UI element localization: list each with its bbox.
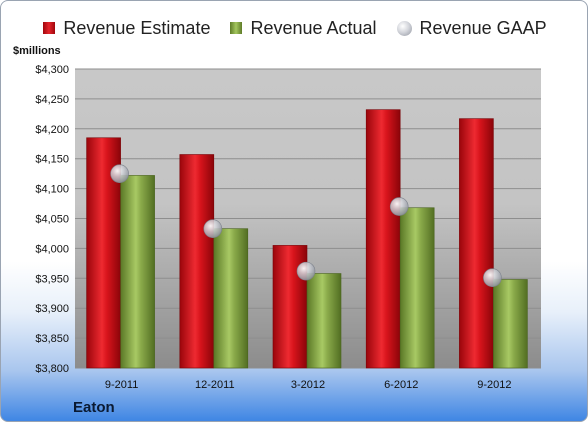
bars [86,109,528,369]
y-tick-label: $3,900 [35,303,69,315]
marker-revenue-gaap [389,197,409,216]
bar-revenue-estimate [365,109,401,369]
marker-revenue-gaap [483,268,502,288]
y-tick-label: $3,850 [35,333,69,345]
legend-label-estimate: Revenue Estimate [63,17,211,38]
x-tick-label: 12-2011 [195,379,235,391]
legend-label-gaap: Revenue GAAP [419,17,547,38]
y-tick-label: $4,200 [35,124,69,136]
x-tick-label: 9-2012 [477,379,511,391]
marker-revenue-gaap [296,261,316,281]
marker-revenue-gaap [110,164,129,183]
legend-swatch-gaap [396,20,412,36]
y-tick-label: $3,950 [35,273,69,285]
bar-revenue-actual [120,175,155,369]
legend-swatch-actual [230,22,243,34]
x-tick-label: 6-2012 [384,379,418,391]
marker-revenue-gaap [203,219,223,238]
y-axis-ticks: $3,800 $3,850 $3,900 $3,950 $4,000 $4,050 $4,1… [35,64,69,375]
y-axis-unit-label: $millions [13,45,61,57]
company-name: Eaton [73,399,115,416]
y-tick-label: $4,250 [35,94,69,106]
x-axis-ticks: 9-2011 12-2011 3-2012 6-2012 9-2012 [105,379,512,391]
x-tick-label: 9-2011 [105,379,138,391]
x-tick-label: 3-2012 [291,379,325,391]
legend-label-actual: Revenue Actual [250,17,377,38]
y-tick-label: $4,000 [35,243,69,255]
y-tick-label: $4,100 [35,184,69,196]
y-tick-label: $4,300 [35,64,69,76]
bar-revenue-actual [399,207,435,369]
legend-item-gaap: Revenue GAAP [396,15,547,41]
bar-revenue-estimate [86,137,121,369]
legend-item-estimate: Revenue Estimate [43,15,210,41]
bar-revenue-estimate [179,154,215,369]
bar-revenue-estimate [459,118,494,369]
y-tick-label: $3,800 [35,363,69,375]
gaap-markers [110,164,502,288]
legend-item-actual: Revenue Actual [230,15,377,41]
y-tick-label: $4,150 [35,154,69,166]
y-tick-label: $4,050 [35,214,69,226]
bar-revenue-actual [306,273,342,369]
chart-legend: Revenue Estimate Revenue Actual Revenue … [1,15,587,41]
legend-swatch-estimate [43,22,56,34]
bar-revenue-actual [493,279,528,369]
bar-revenue-actual [213,228,249,369]
